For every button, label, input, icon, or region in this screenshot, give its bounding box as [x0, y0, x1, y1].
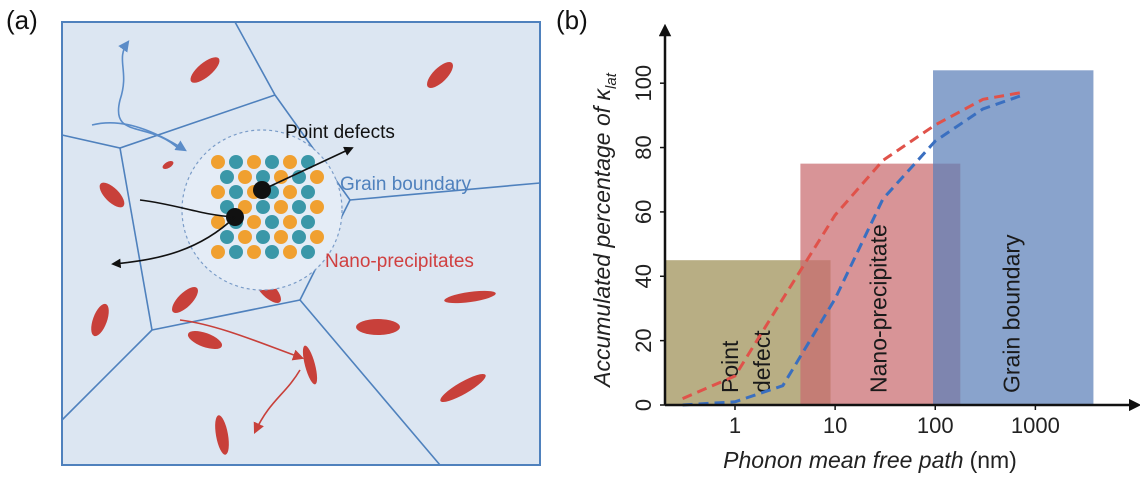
panel-b: (b) Phonon mean free path (nm) Accumulate…: [556, 5, 1135, 473]
y-tick-label: 100: [631, 65, 656, 102]
atom: [301, 185, 315, 199]
annotation: Point defects: [285, 122, 395, 143]
y-axis-label: Accumulated percentage of κlat: [589, 72, 620, 389]
atom: [274, 200, 288, 214]
atom: [265, 155, 279, 169]
x-tick-label: 1000: [1011, 413, 1060, 438]
x-axis-label-text: Phonon mean free path: [723, 447, 963, 473]
x-tick-label: 1: [729, 413, 741, 438]
y-tick-label: 80: [631, 135, 656, 159]
y-axis-label-sub: lat: [603, 72, 620, 89]
y-tick-label: 20: [631, 328, 656, 352]
x-axis-label-unit: (nm): [970, 447, 1017, 473]
atom: [301, 245, 315, 259]
atom: [229, 245, 243, 259]
atom: [310, 230, 324, 244]
page: html, body { margin: 0; padding: 0; back…: [0, 0, 1140, 477]
atom: [247, 215, 261, 229]
panel-label: (a): [6, 5, 38, 35]
annotation: Grain boundary: [340, 174, 471, 195]
atom: [256, 200, 270, 214]
nano-precipitate: [356, 319, 400, 335]
atom: [283, 185, 297, 199]
y-tick-label: 0: [631, 399, 656, 411]
atom: [238, 170, 252, 184]
region-label: Nano-precipitate: [865, 224, 891, 393]
y-tick-label: 40: [631, 264, 656, 288]
atom: [256, 230, 270, 244]
atom: [310, 170, 324, 184]
panel-label: (b): [556, 5, 588, 35]
atom: [283, 155, 297, 169]
atom: [229, 155, 243, 169]
panel-a: (a): [6, 5, 540, 465]
atom: [211, 245, 225, 259]
page-body: { "panel_a": { "label": "(a)", "annotati…: [0, 0, 1140, 477]
atom: [283, 215, 297, 229]
region-label: Point: [717, 340, 743, 393]
region-label: defect: [749, 330, 775, 393]
atom: [265, 245, 279, 259]
x-tick-label: 100: [917, 413, 954, 438]
atom: [265, 215, 279, 229]
annotation: Nano-precipitates: [325, 251, 474, 272]
atom: [274, 230, 288, 244]
atom: [211, 185, 225, 199]
atom: [310, 200, 324, 214]
atom: [211, 155, 225, 169]
atom: [220, 230, 234, 244]
atom: [283, 245, 297, 259]
atom: [292, 200, 306, 214]
atom: [220, 170, 234, 184]
atom: [238, 230, 252, 244]
atom: [247, 245, 261, 259]
atom: [301, 215, 315, 229]
x-tick-label: 10: [823, 413, 847, 438]
atom: [247, 155, 261, 169]
y-axis-label-text: Accumulated percentage of κ: [589, 87, 615, 388]
region-label: Grain boundary: [998, 234, 1024, 393]
y-tick-label: 60: [631, 200, 656, 224]
atom: [229, 185, 243, 199]
figure: (a) (b) Phonon mean free path (nm) Accumu…: [0, 0, 1140, 477]
atom: [292, 230, 306, 244]
x-axis-label: Phonon mean free path (nm): [723, 447, 1017, 473]
